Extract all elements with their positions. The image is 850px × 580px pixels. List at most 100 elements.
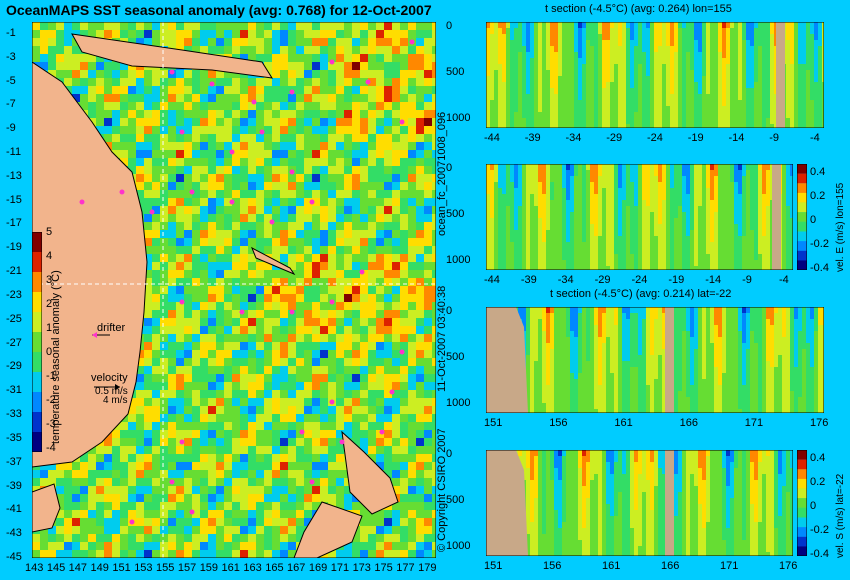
map-y-tick: -27 xyxy=(6,336,22,349)
drifter-marker xyxy=(289,169,295,175)
section-y-tick: 500 xyxy=(446,208,465,220)
section2-colorbar-label: vel. E (m/s) lon=155 xyxy=(835,182,846,272)
drifter-marker xyxy=(289,89,295,95)
section-x-tick: 161 xyxy=(614,417,633,429)
map-title: OceanMAPS SST seasonal anomaly (avg: 0.7… xyxy=(6,2,432,18)
map-y-tick: -9 xyxy=(6,122,16,135)
section-mask xyxy=(665,450,674,556)
map-x-tick: 171 xyxy=(330,562,350,574)
map-y-tick: -15 xyxy=(6,193,22,206)
section-colorbar-tick: 0 xyxy=(810,500,817,512)
new-guinea-land xyxy=(71,33,273,79)
section-x-tick: 151 xyxy=(484,417,503,429)
section-x-tick: -39 xyxy=(524,132,541,144)
drifter-marker xyxy=(329,59,335,65)
section-y-tick: 1000 xyxy=(446,397,471,409)
map-y-tick: -13 xyxy=(6,169,22,182)
map-x-tick: 177 xyxy=(396,562,415,574)
section-x-tick: -9 xyxy=(769,132,780,144)
section-colorbar-tick: 0.2 xyxy=(810,476,826,488)
map-x-tick: 169 xyxy=(308,562,328,574)
map-x-tick: 143 xyxy=(25,562,44,574)
map-y-tick: -33 xyxy=(6,408,22,421)
map-y-tick: -31 xyxy=(6,384,22,397)
map-y-tick: -43 xyxy=(6,527,22,540)
drifter-pointer-head xyxy=(92,332,97,338)
section-x-tick: 176 xyxy=(779,560,798,572)
colorbar-tick: 1 xyxy=(46,322,53,334)
section-mask xyxy=(665,307,674,413)
drifter-marker xyxy=(409,39,415,45)
section-x-tick: -39 xyxy=(520,274,537,286)
section-x-tick: -34 xyxy=(565,132,582,144)
map-x-tick: 161 xyxy=(221,562,240,574)
velocity-arrowhead xyxy=(115,384,120,390)
section-y-tick: 0 xyxy=(446,305,453,317)
map-y-tick: -19 xyxy=(6,241,22,254)
drifter-marker xyxy=(299,429,305,435)
section1-plot xyxy=(485,21,826,130)
section-x-tick: -14 xyxy=(728,132,745,144)
map-x-tick: 145 xyxy=(46,562,66,574)
section-x-tick: 171 xyxy=(744,417,764,429)
map-y-tick: -23 xyxy=(6,288,22,301)
section-y-tick: 0 xyxy=(446,20,453,32)
section-colorbar-tick: -0.4 xyxy=(810,548,829,560)
section-colorbar-tick: 0.2 xyxy=(810,190,826,202)
section-x-tick: 171 xyxy=(720,560,739,572)
new-zealand-north xyxy=(341,430,399,515)
section-colorbar-tick: -0.2 xyxy=(810,238,829,250)
map-x-tick: 153 xyxy=(134,562,153,574)
drifter-marker xyxy=(229,149,235,155)
section-mask xyxy=(776,22,785,128)
map-y-tick: -45 xyxy=(6,551,22,563)
drifter-marker xyxy=(309,479,315,485)
section-y-tick: 0 xyxy=(446,448,453,460)
australia-land xyxy=(31,61,148,468)
drifter-marker xyxy=(239,309,245,315)
section-x-tick: -9 xyxy=(742,274,752,286)
section4-colorbar-label: vel. S (m/s) lat=-22 xyxy=(835,473,846,558)
colorbar-tick: 2 xyxy=(46,298,53,310)
map-y-tick: -5 xyxy=(6,74,16,87)
section-x-tick: -29 xyxy=(606,132,623,144)
map-y-tick: -39 xyxy=(6,479,22,492)
section-x-tick: -24 xyxy=(647,132,663,144)
map-x-tick: 163 xyxy=(243,562,262,574)
section-y-tick: 0 xyxy=(446,162,453,174)
drifter-marker xyxy=(189,509,195,515)
map-y-tick: -29 xyxy=(6,360,22,373)
section-colorbar-tick: -0.2 xyxy=(810,524,829,536)
section-y-tick: 1000 xyxy=(446,540,471,552)
section4-plot xyxy=(485,449,794,558)
map-y-tick: -21 xyxy=(6,265,22,278)
drifter-marker xyxy=(189,189,195,195)
section-colorbar-tick: -0.4 xyxy=(810,262,829,274)
drifter-marker xyxy=(169,479,175,485)
colorbar-tick: 5 xyxy=(46,226,53,238)
section-x-tick: -19 xyxy=(668,274,685,286)
drifter-marker xyxy=(169,69,175,75)
section-x-tick: -19 xyxy=(687,132,704,144)
map-x-tick: 151 xyxy=(112,562,131,574)
new-caledonia-land xyxy=(251,246,296,276)
drifter-marker xyxy=(329,399,335,405)
section-x-tick: 151 xyxy=(484,560,503,572)
map-y-tick: -41 xyxy=(6,503,22,516)
map-x-tick: 165 xyxy=(265,562,284,574)
section-x-tick: 166 xyxy=(661,560,680,572)
timestamp-label: 11-Oct-2007 03:40:38 xyxy=(436,285,448,392)
section-x-tick: 156 xyxy=(549,417,568,429)
section-y-tick: 1000 xyxy=(446,112,471,124)
map-x-tick: 147 xyxy=(68,562,88,574)
section-x-tick: -24 xyxy=(631,274,648,286)
colorbar-tick: 0 xyxy=(46,346,53,358)
section3-title: t section (-4.5°C) (avg: 0.214) lat=-22 xyxy=(550,288,732,300)
drifter-marker xyxy=(339,439,345,445)
velocity-scale-a: 0.5 m/s xyxy=(95,386,128,397)
colorbar-tick: 3 xyxy=(46,274,53,286)
section-colorbar-tick: 0.4 xyxy=(810,452,826,464)
map-y-tick: -17 xyxy=(6,217,22,230)
drifter-marker xyxy=(309,199,315,205)
drifter-marker xyxy=(119,189,125,195)
